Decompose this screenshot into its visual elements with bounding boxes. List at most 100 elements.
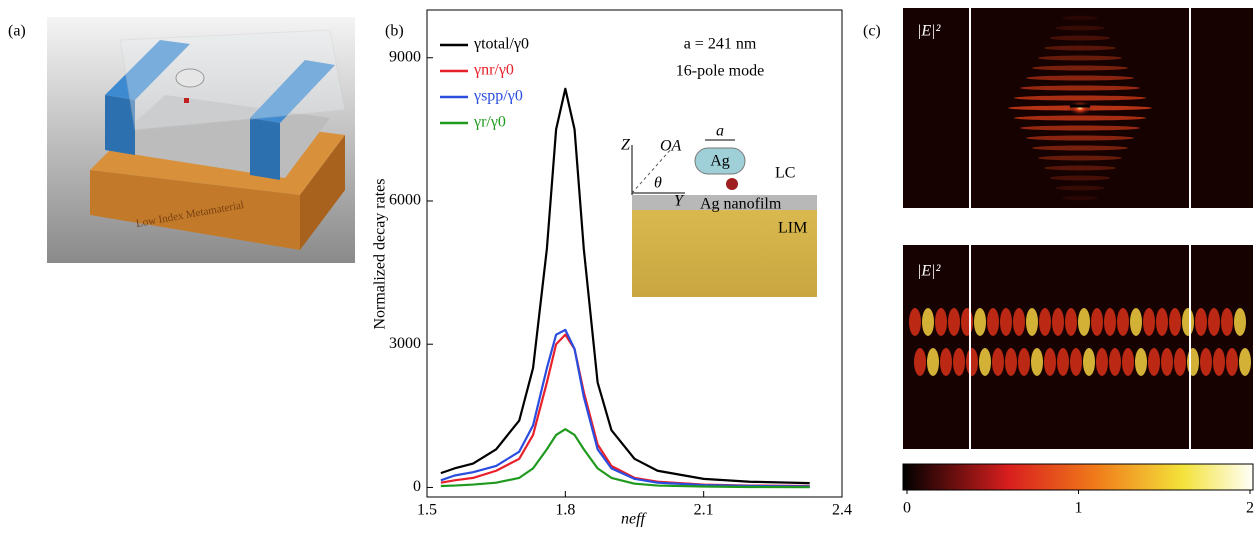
inset-label: LIM [778, 220, 807, 237]
colorbar-tick-label: 0 [903, 500, 911, 517]
field-stripe [1026, 75, 1134, 81]
field-stripe [1056, 25, 1104, 31]
x-tick-label: 1.8 [555, 502, 575, 519]
field-blob [940, 348, 952, 376]
field-stripe [1020, 125, 1140, 131]
field-blob [1052, 308, 1064, 336]
field-blob [1161, 348, 1173, 376]
field-blob [948, 308, 960, 336]
field-stripe [1014, 115, 1146, 121]
field-blob [1226, 348, 1238, 376]
field-stripe [1044, 165, 1116, 171]
field-blob [1065, 308, 1077, 336]
y-axis-label: Normalized decay rates [372, 178, 389, 329]
field-blob [1234, 308, 1246, 336]
panel-label: (c) [863, 23, 881, 40]
field-blob [1143, 308, 1155, 336]
field-stripe [1020, 85, 1140, 91]
y-tick-label: 6000 [389, 192, 421, 209]
field-blob [1057, 348, 1069, 376]
field-blob [1135, 348, 1147, 376]
field-blob [1039, 308, 1051, 336]
series-line [440, 333, 810, 488]
legend-label: γr/γ0 [473, 114, 506, 131]
colorbar [902, 463, 1254, 491]
field-blob [992, 348, 1004, 376]
field-blob [1000, 308, 1012, 336]
field-blob [922, 308, 934, 336]
field-blob [953, 348, 965, 376]
legend-label: γnr/γ0 [473, 62, 514, 79]
field-stripe [1062, 15, 1098, 21]
inset-label: Y [674, 193, 685, 210]
field-blob [1091, 308, 1103, 336]
field-blob [1096, 348, 1108, 376]
field-stripe [1062, 195, 1098, 201]
inset-label: θ [654, 175, 662, 192]
plot-frame [426, 9, 843, 498]
y-tick-label: 9000 [389, 48, 421, 65]
colorbar-tick-label: 1 [1075, 500, 1083, 517]
field-blob [1109, 348, 1121, 376]
field-stripe [1038, 155, 1122, 161]
field-blob [1182, 308, 1194, 336]
field-blob [1122, 348, 1134, 376]
field-stripe [1014, 95, 1146, 101]
field-blob [1026, 308, 1038, 336]
field-blob [1005, 348, 1017, 376]
field-blob [1239, 348, 1251, 376]
field-blob [1221, 308, 1233, 336]
field-blob [1130, 308, 1142, 336]
inset-label: Ag nanofilm [700, 196, 782, 213]
field-blob [961, 308, 973, 336]
field-stripe [1044, 45, 1116, 51]
series-line [440, 428, 810, 489]
field-blob [1187, 348, 1199, 376]
field-stripe [1056, 185, 1104, 191]
panel-label: (a) [8, 23, 26, 40]
field-blob [1174, 348, 1186, 376]
field-blob [1078, 308, 1090, 336]
inset-label: Ag [710, 153, 730, 170]
panel-label: (b) [385, 23, 404, 40]
field-stripe [1038, 55, 1122, 61]
field-blob [1148, 348, 1160, 376]
field-stripe [1032, 145, 1128, 151]
field-blob [1104, 308, 1116, 336]
field-blob [1169, 308, 1181, 336]
field-blob [1044, 348, 1056, 376]
x-tick-label: 1.5 [417, 502, 437, 519]
field-blob [927, 348, 939, 376]
legend-label: γspp/γ0 [473, 88, 523, 105]
series-line [440, 328, 810, 488]
inset-label: a [716, 123, 724, 140]
field-blob [1195, 308, 1207, 336]
field-blob [914, 348, 926, 376]
field-stripe [1032, 65, 1128, 71]
field-blob [909, 308, 921, 336]
inset-label: LC [775, 165, 795, 182]
field-blob [1117, 308, 1129, 336]
annotation: 16-pole mode [676, 63, 764, 80]
field-label: |E|² [917, 263, 942, 280]
field-blob [1031, 348, 1043, 376]
field-blob [1156, 308, 1168, 336]
x-tick-label: 2.4 [832, 502, 852, 519]
series-line [440, 87, 810, 485]
annotation: a = 241 nm [684, 36, 757, 53]
field-stripe [1050, 175, 1110, 181]
field-blob [1208, 308, 1220, 336]
colorbar-tick-label: 2 [1246, 500, 1254, 517]
field-map: |E|² [903, 8, 1253, 208]
field-blob [1213, 348, 1225, 376]
field-map: |E|² [903, 245, 1253, 449]
field-stripe [1050, 35, 1110, 41]
field-blob [1070, 348, 1082, 376]
schematic: Low Index Metamaterial [47, 17, 355, 263]
inset-label: OA [660, 138, 682, 155]
field-blob [966, 348, 978, 376]
x-tick-label: 2.1 [694, 502, 714, 519]
field-blob [935, 308, 947, 336]
y-tick-label: 0 [413, 478, 421, 495]
y-tick-label: 3000 [389, 335, 421, 352]
